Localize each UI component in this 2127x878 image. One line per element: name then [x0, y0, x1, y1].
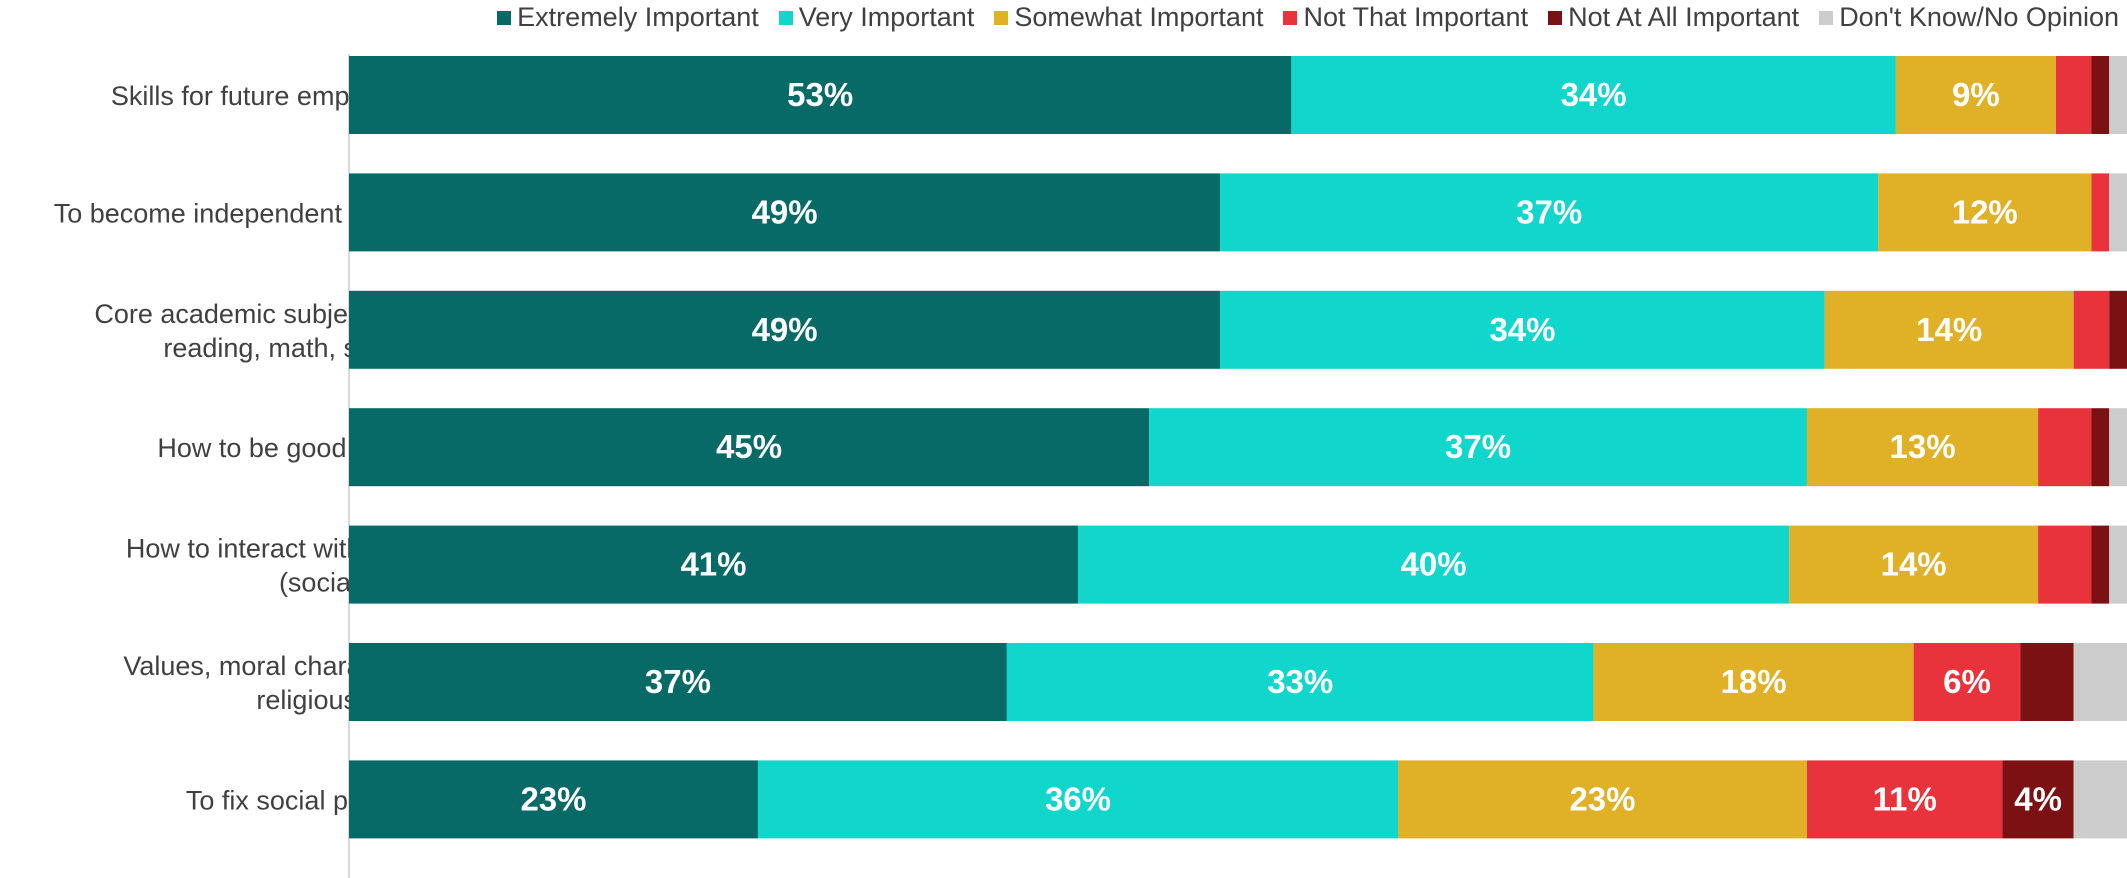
bar-segment-very-important — [1149, 408, 1807, 487]
bar-segment-not-that-important — [2091, 173, 2110, 252]
bar-segment-not-at-all-important — [2091, 525, 2110, 604]
legend-swatch — [994, 10, 1009, 25]
bar-segment-extremely-important — [349, 408, 1150, 487]
data-label: 18% — [1721, 663, 1787, 700]
legend-label: Very Important — [798, 2, 975, 32]
data-label: 11% — [1873, 780, 1937, 817]
bar-segment-not-that-important — [2055, 56, 2092, 134]
legend-item-don-t-know-no-opinion: Don't Know/No Opinion — [1819, 2, 2119, 33]
data-label: 37% — [645, 663, 711, 700]
data-label: 33% — [1267, 663, 1333, 700]
bar-segment-extremely-important — [349, 643, 1007, 721]
legend-label: Not That Important — [1303, 2, 1529, 32]
legend-item-somewhat-important: Somewhat Important — [994, 2, 1263, 33]
bar-segment-not-at-all-important — [2002, 760, 2074, 839]
bar-segment-somewhat-important — [1824, 290, 2074, 369]
bar-segment-extremely-important — [349, 290, 1221, 369]
chart-legend: Extremely Important Very Important Somewha… — [497, 2, 2119, 33]
legend-swatch — [778, 10, 793, 25]
bar-segment-don-t-know-no-opinion — [2073, 760, 2127, 839]
bar-segment-extremely-important — [349, 760, 758, 839]
bar-segment-somewhat-important — [1895, 56, 2056, 134]
bar-segment-not-at-all-important — [2091, 56, 2110, 134]
bar-segment-don-t-know-no-opinion — [2109, 525, 2127, 604]
bar-segment-not-that-important — [2038, 408, 2092, 487]
data-label: 34% — [1489, 311, 1555, 348]
legend-item-extremely-important: Extremely Important — [497, 2, 759, 33]
data-label: 23% — [520, 780, 586, 817]
bar-segment-don-t-know-no-opinion — [2109, 173, 2127, 252]
bar-segment-don-t-know-no-opinion — [2109, 408, 2127, 487]
bar-segment-very-important — [1077, 525, 1790, 604]
data-label: 49% — [752, 193, 818, 230]
data-label: 37% — [1516, 193, 1582, 230]
bar-segment-very-important — [1220, 290, 1825, 369]
bar-segment-not-that-important — [2038, 525, 2092, 604]
bar-segment-not-at-all-important — [2091, 408, 2110, 487]
data-label: 37% — [1445, 428, 1511, 465]
data-label: 12% — [1952, 193, 2018, 230]
bar-segment-not-that-important — [1806, 760, 2003, 839]
legend-swatch — [1283, 10, 1298, 25]
data-label: 6% — [1943, 663, 1991, 700]
bar-segment-extremely-important — [349, 56, 1292, 134]
bar-segment-not-at-all-important — [2020, 643, 2074, 721]
bar-segment-somewhat-important — [1593, 643, 1914, 721]
bar-segment-very-important — [1220, 173, 1879, 252]
data-label: 49% — [752, 311, 818, 348]
data-label: 40% — [1401, 546, 1467, 583]
bar-segment-extremely-important — [349, 525, 1078, 604]
bar-segment-very-important — [1291, 56, 1896, 134]
legend-label: Not At All Important — [1568, 2, 1800, 32]
data-label: 34% — [1561, 76, 1627, 113]
data-label: 45% — [716, 428, 782, 465]
legend-label: Somewhat Important — [1014, 2, 1264, 32]
bar-segment-somewhat-important — [1789, 525, 2039, 604]
bar-segment-don-t-know-no-opinion — [2109, 56, 2127, 134]
data-label: 41% — [680, 546, 746, 583]
data-label: 36% — [1045, 780, 1111, 817]
bar-segment-very-important — [757, 760, 1399, 839]
legend-item-not-at-all-important: Not At All Important — [1548, 2, 1799, 33]
data-label: 23% — [1569, 780, 1635, 817]
data-label: 14% — [1881, 546, 1947, 583]
bar-segment-not-that-important — [1913, 643, 2021, 721]
legend-label: Extremely Important — [517, 2, 759, 32]
data-label: 4% — [2014, 780, 2062, 817]
legend-item-very-important: Very Important — [778, 2, 975, 33]
data-label: 14% — [1916, 311, 1982, 348]
legend-label: Don't Know/No Opinion — [1839, 2, 2119, 32]
bar-segment-very-important — [1006, 643, 1594, 721]
legend-swatch — [1548, 10, 1563, 25]
data-label: 13% — [1889, 428, 1955, 465]
bar-segment-somewhat-important — [1806, 408, 2039, 487]
bar-segment-don-t-know-no-opinion — [2073, 643, 2127, 721]
data-label: 9% — [1952, 76, 2000, 113]
legend-swatch — [1819, 10, 1834, 25]
bar-segment-somewhat-important — [1398, 760, 1807, 839]
bar-segment-extremely-important — [349, 173, 1221, 252]
bar-segment-not-that-important — [2073, 290, 2110, 369]
bar-segment-somewhat-important — [1878, 173, 2092, 252]
bar-segment-not-at-all-important — [2109, 290, 2127, 369]
data-label: 53% — [787, 76, 853, 113]
legend-swatch — [497, 10, 512, 25]
legend-item-not-that-important: Not That Important — [1283, 2, 1528, 33]
